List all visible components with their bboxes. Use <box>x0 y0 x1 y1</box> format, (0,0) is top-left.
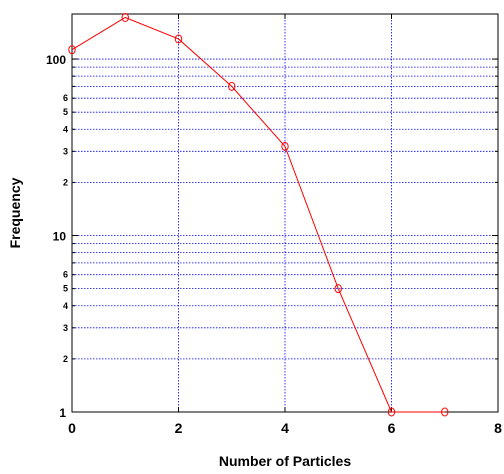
y-minor-tick-label: 3 <box>63 323 68 333</box>
y-minor-tick-label: 5 <box>63 284 68 294</box>
y-major-tick-label: 100 <box>46 53 66 67</box>
grid-lines <box>72 14 498 412</box>
x-tick-label: 2 <box>175 420 183 436</box>
series <box>68 12 449 417</box>
x-tick-label: 4 <box>281 420 289 436</box>
axis-ticks <box>71 14 499 413</box>
data-point <box>387 407 396 417</box>
y-minor-tick-label: 6 <box>63 93 68 103</box>
y-minor-tick-label: 6 <box>63 270 68 280</box>
tick-labels: 0 2 4 6 8 1 10 100 2 3 4 5 6 2 3 4 5 6 <box>46 53 502 436</box>
y-major-tick-label: 10 <box>53 230 67 244</box>
x-tick-label: 8 <box>494 420 502 436</box>
y-minor-tick-label: 2 <box>63 354 68 364</box>
y-minor-tick-label: 3 <box>63 146 68 156</box>
data-point <box>121 12 129 22</box>
y-minor-tick-label: 2 <box>63 177 68 187</box>
data-point <box>281 141 289 151</box>
x-axis-title: Number of Particles <box>219 453 351 469</box>
data-point <box>68 45 76 55</box>
y-axis-title: Frequency <box>7 177 23 248</box>
data-point <box>334 284 342 294</box>
y-minor-tick-label: 4 <box>63 124 68 134</box>
data-point <box>174 34 183 44</box>
data-point <box>228 81 236 91</box>
x-tick-label: 6 <box>388 420 396 436</box>
x-tick-label: 0 <box>68 420 76 436</box>
data-point <box>441 407 449 417</box>
series-line <box>71 16 445 413</box>
y-major-tick-label: 1 <box>59 406 66 420</box>
y-minor-tick-label: 4 <box>63 301 68 311</box>
y-minor-tick-label: 5 <box>63 107 68 117</box>
